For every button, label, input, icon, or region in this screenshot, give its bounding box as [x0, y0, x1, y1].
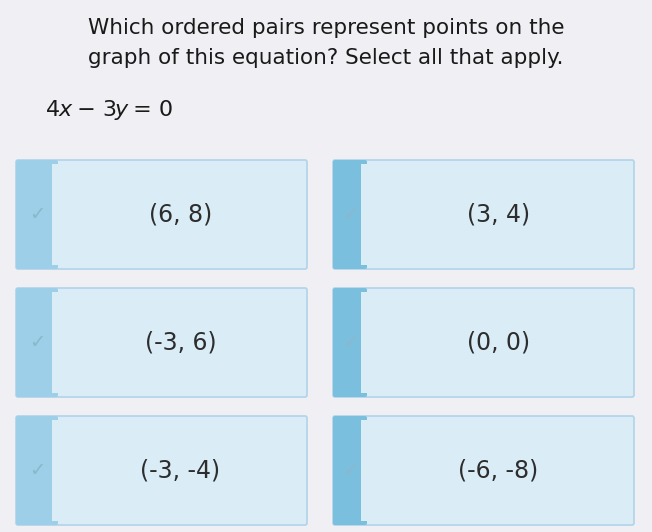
- Text: ✓: ✓: [342, 461, 358, 480]
- FancyBboxPatch shape: [333, 160, 634, 269]
- FancyBboxPatch shape: [16, 160, 58, 269]
- Text: 4: 4: [46, 100, 60, 120]
- Text: graph of this equation? Select all that apply.: graph of this equation? Select all that …: [88, 48, 564, 68]
- Text: ✓: ✓: [29, 205, 45, 224]
- Text: − 3: − 3: [70, 100, 117, 120]
- Text: x: x: [59, 100, 72, 120]
- Text: (0, 0): (0, 0): [467, 330, 530, 354]
- FancyBboxPatch shape: [52, 164, 60, 265]
- FancyBboxPatch shape: [16, 288, 307, 397]
- FancyBboxPatch shape: [16, 416, 58, 525]
- FancyBboxPatch shape: [361, 164, 369, 265]
- FancyBboxPatch shape: [333, 416, 634, 525]
- FancyBboxPatch shape: [16, 416, 307, 525]
- Text: ✓: ✓: [29, 333, 45, 352]
- FancyBboxPatch shape: [333, 160, 367, 269]
- Text: ✓: ✓: [29, 461, 45, 480]
- Text: Which ordered pairs represent points on the: Which ordered pairs represent points on …: [88, 18, 564, 38]
- FancyBboxPatch shape: [333, 416, 367, 525]
- FancyBboxPatch shape: [52, 420, 60, 521]
- Text: (-3, -4): (-3, -4): [140, 459, 220, 483]
- Text: (-6, -8): (-6, -8): [458, 459, 539, 483]
- Text: ✓: ✓: [342, 333, 358, 352]
- FancyBboxPatch shape: [333, 288, 367, 397]
- FancyBboxPatch shape: [52, 292, 60, 393]
- Text: = 0: = 0: [126, 100, 173, 120]
- FancyBboxPatch shape: [361, 420, 369, 521]
- FancyBboxPatch shape: [16, 288, 58, 397]
- Text: ✓: ✓: [342, 205, 358, 224]
- Text: (6, 8): (6, 8): [149, 203, 212, 227]
- Text: y: y: [115, 100, 128, 120]
- FancyBboxPatch shape: [333, 288, 634, 397]
- FancyBboxPatch shape: [361, 292, 369, 393]
- FancyBboxPatch shape: [16, 160, 307, 269]
- Text: (-3, 6): (-3, 6): [145, 330, 216, 354]
- Text: (3, 4): (3, 4): [467, 203, 530, 227]
